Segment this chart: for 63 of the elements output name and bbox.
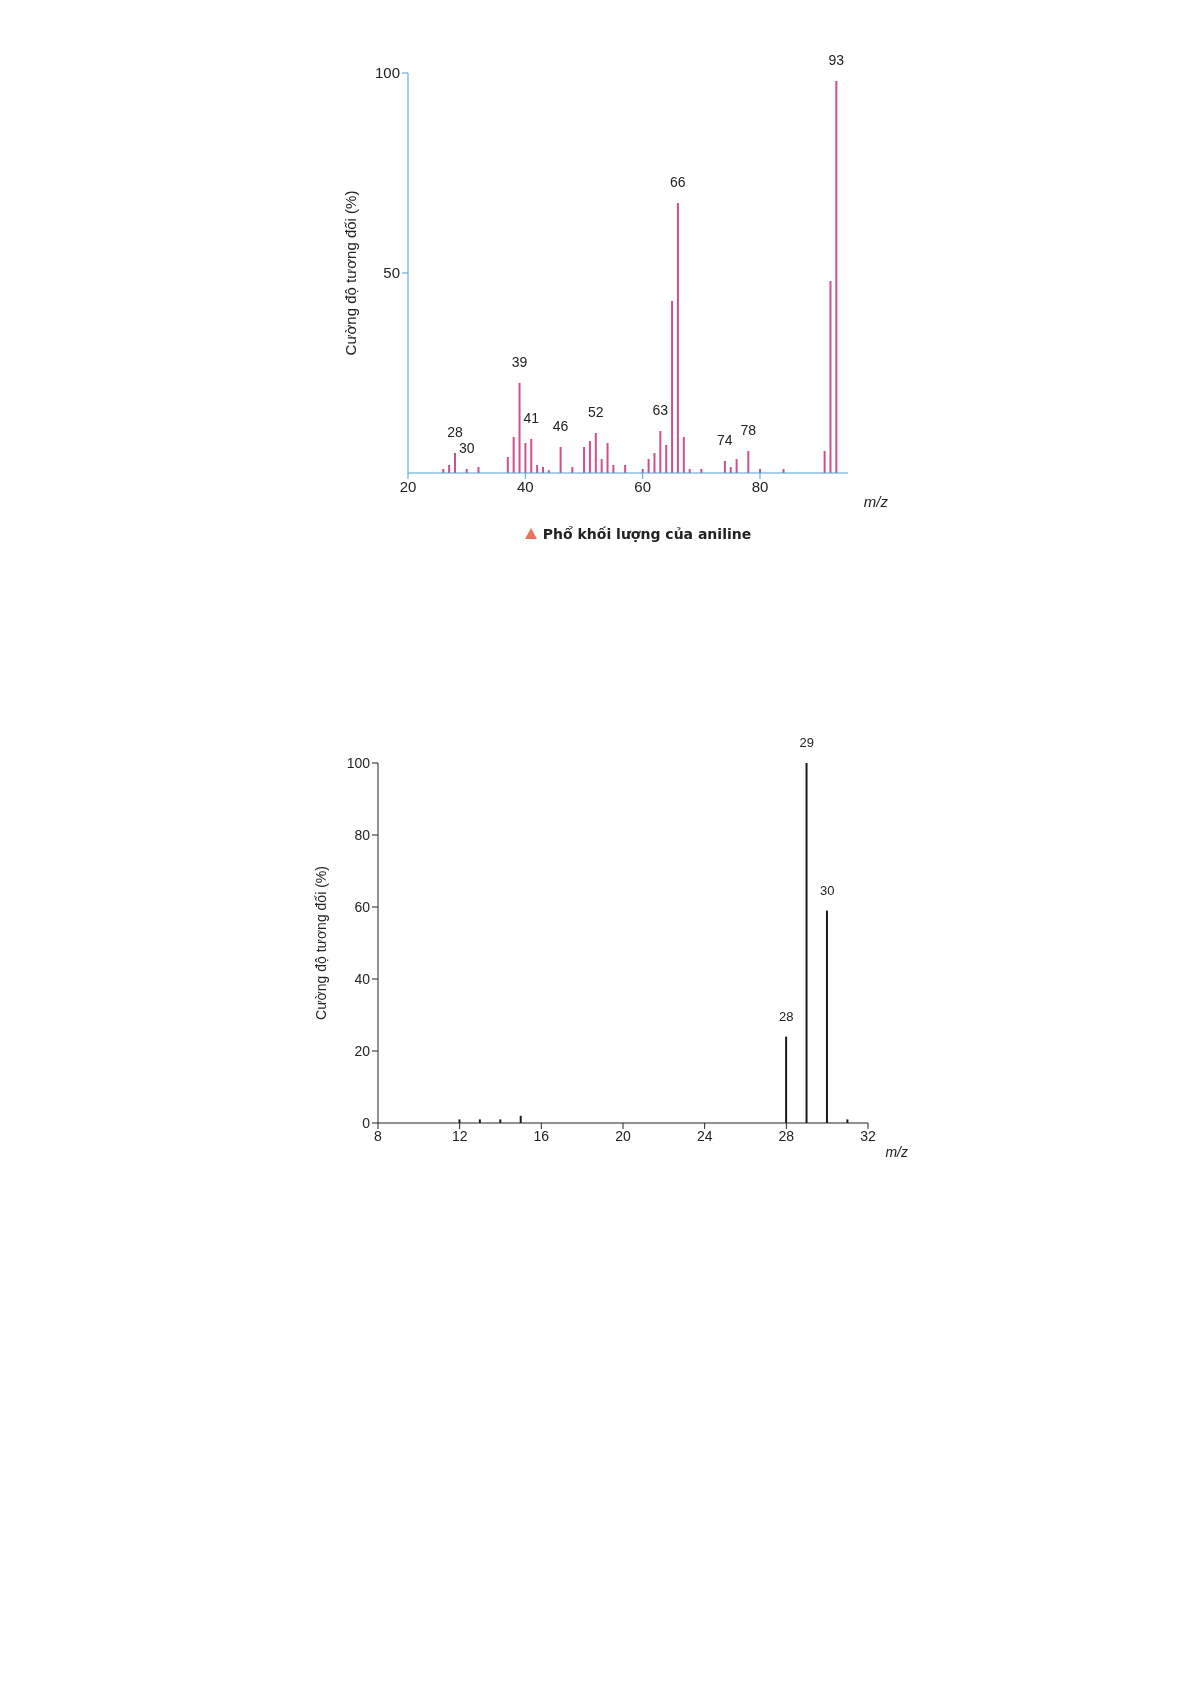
annotation: 28 xyxy=(779,1008,794,1024)
annotation: 28 xyxy=(447,424,463,440)
annotation: 41 xyxy=(523,410,540,426)
annotation: 30 xyxy=(458,440,475,456)
bar xyxy=(659,431,662,473)
annotation: 46 xyxy=(552,418,569,434)
bar xyxy=(671,301,674,473)
bar xyxy=(606,443,609,473)
bar xyxy=(665,445,668,473)
x-tick-label: 40 xyxy=(516,477,534,495)
bar xyxy=(583,447,586,473)
y-tick-label: 50 xyxy=(383,264,400,282)
bar xyxy=(676,203,679,473)
x-tick-label: 20 xyxy=(399,477,417,495)
y-tick-label: 0 xyxy=(362,1114,371,1131)
bar xyxy=(835,81,838,473)
annotation: 66 xyxy=(670,174,686,190)
x-tick-label: 20 xyxy=(615,1127,631,1144)
annotation: 74 xyxy=(717,432,733,448)
annotation: 78 xyxy=(740,422,757,438)
annotation: 39 xyxy=(511,354,528,370)
y-tick-label: 80 xyxy=(354,826,371,843)
bar xyxy=(653,453,656,473)
x-axis-title: m/z xyxy=(863,493,889,510)
bar xyxy=(559,447,562,473)
y-tick-label: 100 xyxy=(346,754,371,771)
x-tick-label: 8 xyxy=(374,1127,383,1144)
bar xyxy=(524,443,527,473)
y-tick-label: 40 xyxy=(354,970,371,987)
y-axis-title: Cường độ tương đối (%) xyxy=(312,866,329,1020)
bar xyxy=(829,281,832,473)
bar xyxy=(735,459,738,473)
bar xyxy=(518,383,521,473)
bar xyxy=(647,459,650,473)
x-tick-label: 60 xyxy=(634,477,652,495)
y-tick-label: 60 xyxy=(354,898,371,915)
bar xyxy=(512,437,515,473)
annotation: 63 xyxy=(652,402,669,418)
bar xyxy=(600,459,603,473)
bar xyxy=(682,437,685,473)
bar xyxy=(823,451,826,473)
annotation: 93 xyxy=(828,52,845,68)
annotation: 29 xyxy=(799,735,814,750)
bar xyxy=(454,453,456,473)
bar xyxy=(530,439,533,473)
x-tick-label: 32 xyxy=(860,1127,876,1144)
x-tick-label: 80 xyxy=(751,477,769,495)
bar xyxy=(747,451,750,473)
y-axis-title: Cường độ tương đối (%) xyxy=(342,190,360,356)
x-tick-label: 24 xyxy=(696,1127,713,1144)
x-tick-label: 16 xyxy=(533,1127,550,1144)
x-tick-label: 12 xyxy=(451,1127,468,1144)
y-tick-label: 20 xyxy=(354,1042,371,1059)
annotation: 30 xyxy=(819,882,835,898)
bar xyxy=(506,457,509,473)
x-tick-label: 28 xyxy=(778,1127,795,1144)
y-tick-label: 100 xyxy=(374,64,400,82)
bar xyxy=(594,433,597,473)
text: Phổ khối lượng của aniline xyxy=(542,526,752,542)
x-axis-title: m/z xyxy=(885,1144,908,1160)
bar xyxy=(588,441,591,473)
annotation: 52 xyxy=(587,404,604,420)
bar xyxy=(723,461,726,473)
